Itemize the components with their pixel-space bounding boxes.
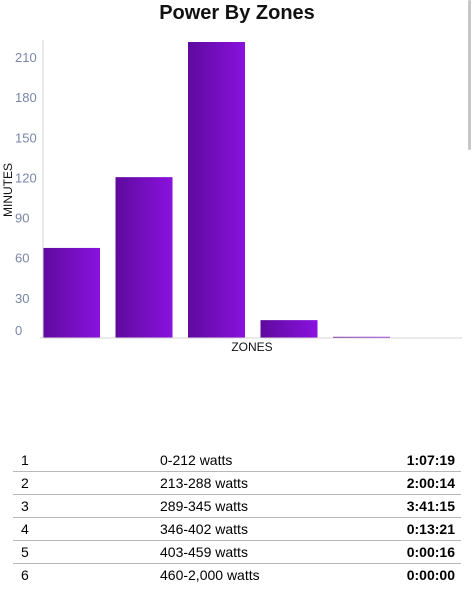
chart-bar bbox=[260, 320, 318, 338]
y-axis-label: MINUTES bbox=[1, 163, 15, 217]
zone-number: 4 bbox=[21, 521, 29, 537]
zone-number: 6 bbox=[21, 567, 29, 583]
scrollbar[interactable] bbox=[468, 0, 471, 150]
y-tick-label: 150 bbox=[15, 130, 37, 145]
zone-time: 0:13:21 bbox=[406, 521, 455, 537]
y-tick-label: 0 bbox=[15, 323, 22, 338]
y-tick-label: 180 bbox=[15, 90, 37, 105]
y-tick-label: 210 bbox=[15, 50, 37, 65]
zones-table: 1 0-212 watts 1:07:19 2 213-288 watts 2:… bbox=[13, 449, 461, 586]
table-row: 2 213-288 watts 2:00:14 bbox=[13, 472, 461, 495]
zone-time: 0:00:16 bbox=[406, 544, 455, 560]
power-zones-bar-chart: 0 30 60 90 120 150 180 210 MINUTES ZONES bbox=[1, 40, 462, 354]
chart-bar bbox=[43, 247, 100, 338]
zone-number: 3 bbox=[21, 498, 29, 514]
chart-bar bbox=[115, 177, 173, 338]
zone-time: 3:41:15 bbox=[406, 498, 455, 514]
zone-range: 213-288 watts bbox=[160, 475, 248, 491]
zone-range: 0-212 watts bbox=[160, 452, 233, 468]
chart-bar bbox=[188, 42, 245, 338]
zone-range: 403-459 watts bbox=[160, 544, 248, 560]
zone-time: 1:07:19 bbox=[406, 452, 455, 468]
table-row: 4 346-402 watts 0:13:21 bbox=[13, 518, 461, 541]
table-row: 6 460-2,000 watts 0:00:00 bbox=[13, 564, 461, 586]
zone-range: 346-402 watts bbox=[160, 521, 248, 537]
zone-number: 2 bbox=[21, 475, 29, 491]
y-tick-label: 60 bbox=[15, 251, 29, 266]
y-tick-label: 30 bbox=[15, 291, 29, 306]
zone-range: 460-2,000 watts bbox=[160, 567, 260, 583]
table-row: 3 289-345 watts 3:41:15 bbox=[13, 495, 461, 518]
table-row: 1 0-212 watts 1:07:19 bbox=[13, 449, 461, 472]
zone-range: 289-345 watts bbox=[160, 498, 248, 514]
chart-bar bbox=[333, 336, 390, 338]
zone-time: 2:00:14 bbox=[406, 475, 455, 491]
table-row: 5 403-459 watts 0:00:16 bbox=[13, 541, 461, 564]
zone-number: 1 bbox=[21, 452, 29, 468]
y-tick-label: 90 bbox=[15, 211, 29, 226]
zone-number: 5 bbox=[21, 544, 29, 560]
zone-time: 0:00:00 bbox=[406, 567, 455, 583]
x-axis-label: ZONES bbox=[231, 340, 272, 354]
y-tick-label: 120 bbox=[15, 170, 37, 185]
page-title: Power By Zones bbox=[159, 2, 315, 24]
